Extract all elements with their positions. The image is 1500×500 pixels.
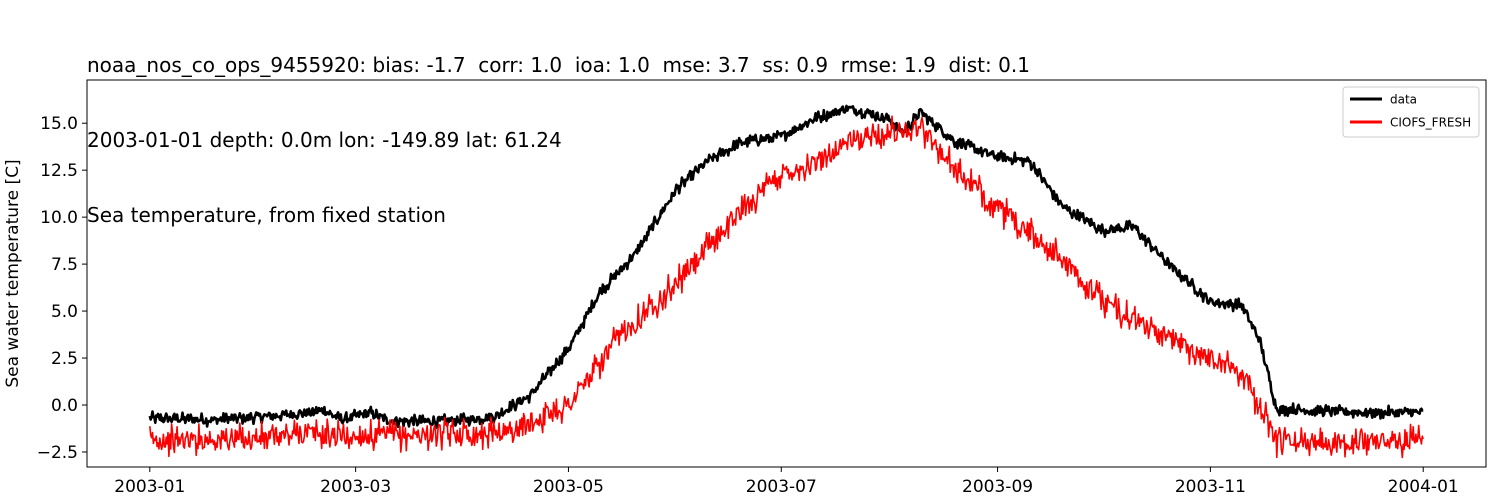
x-tick-label: 2003-11 — [1175, 477, 1246, 497]
chart-title: noaa_nos_co_ops_9455920: bias: -1.7 corr… — [87, 3, 1030, 253]
series-line-ciofs-fresh — [149, 115, 1424, 459]
y-tick-label: 15.0 — [40, 114, 78, 134]
y-tick-label: 7.5 — [51, 255, 78, 275]
y-tick-label: −2.5 — [37, 443, 78, 463]
y-axis-label: Sea water temperature [C] — [3, 159, 23, 387]
legend: data CIOFS_FRESH — [1342, 86, 1480, 138]
series-layer — [148, 104, 1424, 459]
x-tick-label: 2003-01 — [114, 477, 185, 497]
y-tick-label: 12.5 — [40, 161, 78, 181]
series-line-data — [148, 104, 1424, 430]
x-tick-label: 2003-09 — [962, 477, 1033, 497]
title-line-2: 2003-01-01 depth: 0.0m lon: -149.89 lat:… — [87, 128, 562, 152]
plot-frame — [86, 79, 1487, 468]
x-tick-label: 2003-05 — [533, 477, 604, 497]
legend-label: CIOFS_FRESH — [1390, 116, 1471, 130]
y-tick-label: 5.0 — [51, 302, 78, 322]
axes-layer: 2003-01 2003-03 2003-05 2003-07 2003-09 2003-… — [3, 79, 1487, 497]
x-tick-label: 2004-01 — [1388, 477, 1459, 497]
x-tick-label: 2003-07 — [746, 477, 817, 497]
y-tick-label: 0.0 — [51, 396, 78, 416]
title-line-1: noaa_nos_co_ops_9455920: bias: -1.7 corr… — [87, 53, 1030, 77]
legend-label: data — [1390, 93, 1417, 107]
y-tick-label: 2.5 — [51, 349, 78, 369]
y-tick-label: 10.0 — [40, 208, 78, 228]
title-line-3: Sea temperature, from fixed station — [87, 203, 446, 227]
x-tick-label: 2003-03 — [320, 477, 391, 497]
